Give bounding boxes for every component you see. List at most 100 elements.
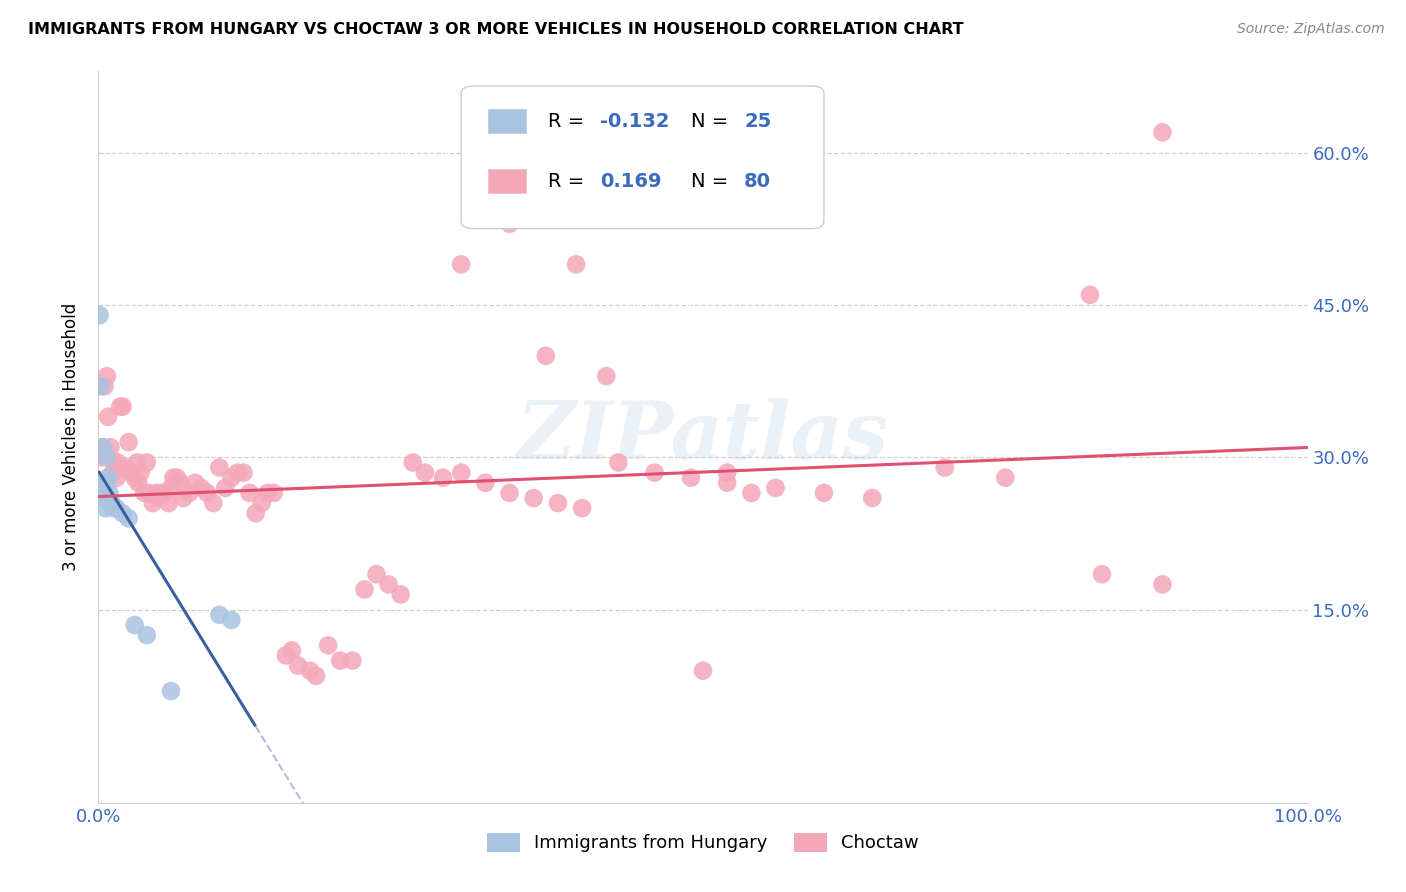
Point xyxy=(274,648,297,663)
Point xyxy=(91,440,114,454)
Point xyxy=(91,440,114,454)
Point xyxy=(100,496,122,510)
Point xyxy=(765,481,787,495)
Point xyxy=(595,369,617,384)
Point xyxy=(342,654,364,668)
Point xyxy=(127,455,149,469)
Point xyxy=(226,466,249,480)
Point xyxy=(101,466,124,480)
Point xyxy=(124,471,146,485)
Point xyxy=(716,475,738,490)
Point xyxy=(607,455,630,469)
FancyBboxPatch shape xyxy=(461,86,824,228)
Point xyxy=(166,471,188,485)
Point xyxy=(402,455,425,469)
Point xyxy=(108,400,131,414)
Point xyxy=(353,582,375,597)
Point xyxy=(1091,567,1114,582)
Point xyxy=(1078,288,1101,302)
Point xyxy=(934,460,956,475)
Point xyxy=(105,471,128,485)
Point xyxy=(103,455,125,469)
Point xyxy=(287,658,309,673)
Text: -0.132: -0.132 xyxy=(600,112,669,130)
FancyBboxPatch shape xyxy=(488,110,526,133)
Point xyxy=(118,435,141,450)
Point xyxy=(250,496,273,510)
Point xyxy=(97,471,120,485)
Point xyxy=(96,369,118,384)
Point xyxy=(534,349,557,363)
Point xyxy=(105,501,128,516)
Text: N =: N = xyxy=(690,171,734,191)
Point xyxy=(716,466,738,480)
Text: Source: ZipAtlas.com: Source: ZipAtlas.com xyxy=(1237,22,1385,37)
Point xyxy=(129,466,152,480)
Point xyxy=(134,486,156,500)
Point xyxy=(1152,577,1174,591)
Point xyxy=(89,308,111,322)
Point xyxy=(571,501,593,516)
Point xyxy=(299,664,322,678)
Point xyxy=(162,471,184,485)
Point xyxy=(94,501,117,516)
Point xyxy=(644,466,666,480)
Point xyxy=(179,486,201,500)
Point xyxy=(1152,125,1174,139)
Point xyxy=(157,496,180,510)
Point xyxy=(190,481,212,495)
Point xyxy=(498,217,520,231)
Point xyxy=(135,628,157,642)
Point xyxy=(389,588,412,602)
Point xyxy=(413,466,436,480)
Point xyxy=(127,475,149,490)
Text: R =: R = xyxy=(548,171,591,191)
Point xyxy=(450,466,472,480)
Text: R =: R = xyxy=(548,112,591,130)
Point xyxy=(91,486,114,500)
Point xyxy=(118,511,141,525)
Point xyxy=(498,486,520,500)
Point xyxy=(107,455,129,469)
Point xyxy=(103,501,125,516)
Point xyxy=(172,491,194,505)
Point xyxy=(111,400,134,414)
Point xyxy=(813,486,835,500)
Point xyxy=(474,475,496,490)
Point xyxy=(114,460,136,475)
Point xyxy=(100,496,122,510)
Point xyxy=(214,481,236,495)
Point xyxy=(184,475,207,490)
Text: IMMIGRANTS FROM HUNGARY VS CHOCTAW 3 OR MORE VEHICLES IN HOUSEHOLD CORRELATION C: IMMIGRANTS FROM HUNGARY VS CHOCTAW 3 OR … xyxy=(28,22,963,37)
Point xyxy=(860,491,883,505)
Point xyxy=(169,475,191,490)
Point xyxy=(329,654,352,668)
Point xyxy=(97,409,120,424)
Point xyxy=(432,471,454,485)
Point xyxy=(232,466,254,480)
Point xyxy=(565,257,588,271)
Text: 0.169: 0.169 xyxy=(600,171,662,191)
Point xyxy=(377,577,399,591)
Point xyxy=(740,486,762,500)
Point xyxy=(90,450,112,465)
Point xyxy=(138,486,160,500)
Text: N =: N = xyxy=(690,112,734,130)
Point xyxy=(94,486,117,500)
Point xyxy=(160,684,183,698)
Point xyxy=(93,379,115,393)
Point xyxy=(239,486,262,500)
Point xyxy=(263,486,285,500)
Point xyxy=(994,471,1017,485)
Point xyxy=(142,496,165,510)
Point xyxy=(245,506,267,520)
Point xyxy=(316,638,339,652)
Point xyxy=(148,491,170,505)
Point xyxy=(90,481,112,495)
Point xyxy=(96,450,118,465)
Point xyxy=(523,491,546,505)
Point xyxy=(153,486,176,500)
Point xyxy=(145,486,167,500)
Point xyxy=(450,257,472,271)
Point xyxy=(124,618,146,632)
